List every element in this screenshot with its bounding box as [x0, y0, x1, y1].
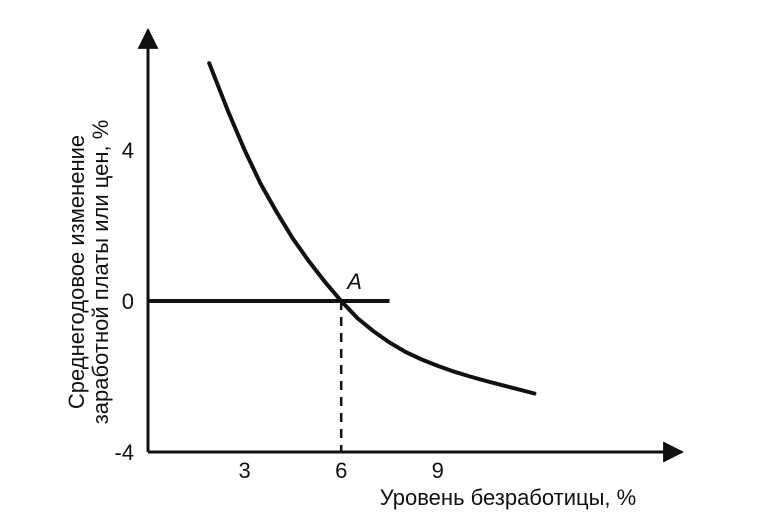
x-tick-labels: 3 6 9: [238, 458, 443, 483]
y-tick-label: -4: [114, 440, 134, 465]
annotations: A: [345, 269, 362, 294]
y-axis-title: Среднегодовое изменение заработной платы…: [64, 120, 113, 425]
y-tick-labels: 4 0 -4: [114, 138, 134, 465]
x-tick-label: 3: [238, 458, 250, 483]
y-axis-title-line-1: Среднегодовое изменение: [64, 135, 89, 409]
y-axis-title-line-2: заработной платы или цен, %: [88, 120, 113, 425]
y-tick-label: 0: [122, 289, 134, 314]
y-tick-label: 4: [122, 138, 134, 163]
x-tick-label: 6: [335, 458, 347, 483]
point-a-label: A: [345, 269, 362, 294]
x-tick-label: 9: [432, 458, 444, 483]
phillips-curve-line: [207, 61, 537, 396]
x-axis-title: Уровень безработицы, %: [380, 485, 636, 510]
